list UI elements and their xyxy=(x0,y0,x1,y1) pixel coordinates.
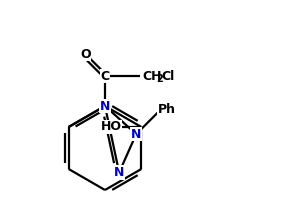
Text: CH: CH xyxy=(142,69,162,83)
Text: C: C xyxy=(100,69,109,83)
Text: N: N xyxy=(100,100,110,112)
Text: 2: 2 xyxy=(156,74,163,84)
Text: O: O xyxy=(80,48,91,61)
Text: N: N xyxy=(114,166,124,179)
Text: Cl: Cl xyxy=(161,69,174,83)
Text: Ph: Ph xyxy=(158,103,176,116)
Text: N: N xyxy=(131,128,142,141)
Text: HO: HO xyxy=(101,120,122,134)
